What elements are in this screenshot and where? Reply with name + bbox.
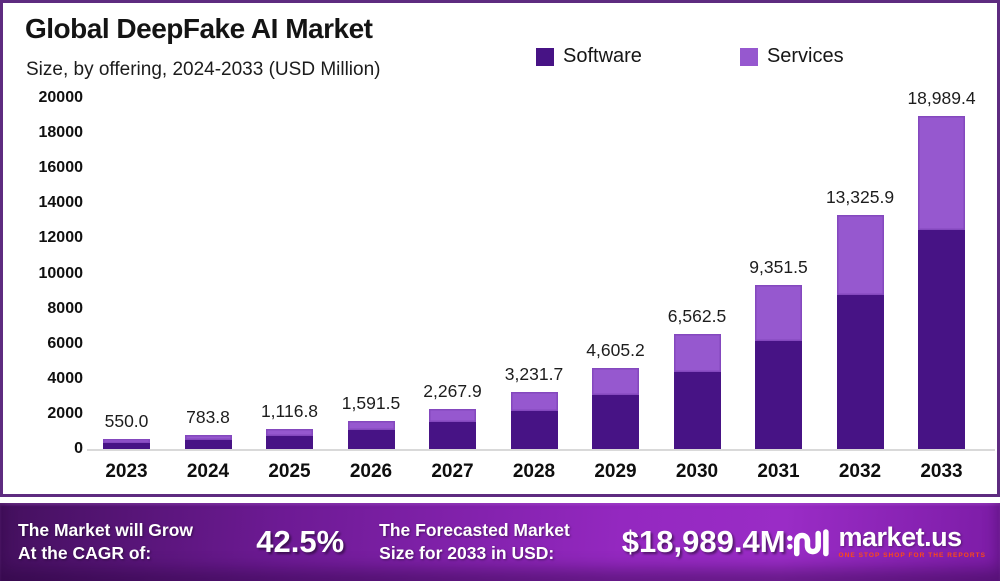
legend-item-software: Software	[536, 45, 642, 68]
bar-total-label-2023: 550.0	[104, 411, 149, 432]
x-tick-2029: 2029	[594, 461, 637, 482]
forecast-label: The Forecasted Market Size for 2033 in U…	[379, 519, 618, 565]
forecast-value: $18,989.4M	[621, 524, 786, 559]
bar-total-label-2033: 18,989.4	[907, 87, 976, 108]
bar-column-2028: 3,231.7	[505, 98, 563, 449]
logo-tagline: ONE STOP SHOP FOR THE REPORTS	[838, 552, 986, 560]
y-tick-2000: 2000	[47, 404, 83, 422]
bar-column-2029: 4,605.2	[586, 98, 645, 449]
bar-segment-software-2023	[103, 442, 150, 449]
y-tick-4000: 4000	[47, 369, 83, 387]
bar-total-label-2028: 3,231.7	[504, 364, 564, 385]
x-axis-line	[87, 449, 995, 451]
forecast-label-line2: Size for 2033 in USD:	[379, 543, 555, 563]
bar-total-label-2027: 2,267.9	[423, 381, 482, 402]
cagr-label: The Market will Grow At the CAGR of:	[18, 519, 233, 565]
legend-label-services: Services	[766, 45, 844, 67]
bar-segment-services-2027	[429, 409, 476, 423]
plot-area: 0 2000 4000 6000 8000 10000 12000 14000 16000 180…	[3, 3, 997, 494]
x-tick-2023: 2023	[105, 461, 148, 482]
bar-segment-services-2025	[266, 429, 313, 436]
bar-column-2030: 6,562.5	[668, 98, 726, 449]
bar-column-2025: 1,116.8	[261, 98, 318, 449]
market-us-logo-icon	[786, 529, 829, 557]
bar-segment-software-2025	[266, 435, 313, 449]
y-tick-8000: 8000	[47, 299, 83, 317]
bar-segment-software-2024	[184, 439, 232, 449]
legend-label-software: Software	[563, 45, 642, 67]
bar-total-label-2031: 9,351.5	[749, 256, 808, 277]
bar-column-2032: 13,325.9	[826, 98, 894, 449]
bar-total-label-2030: 6,562.5	[667, 305, 727, 326]
x-tick-2032: 2032	[838, 461, 882, 482]
cagr-label-line1: The Market will Grow	[18, 520, 194, 541]
x-axis-labels: 2023 2024 2025 2026 2027 2028 2029 2030 2031 2032…	[103, 461, 965, 483]
x-tick-2026: 2026	[349, 461, 393, 482]
y-tick-20000: 20000	[38, 89, 84, 106]
cagr-value: 42.5%	[256, 524, 345, 559]
bar-segment-services-2033	[918, 115, 965, 230]
bar-column-2033: 18,989.4	[907, 88, 976, 449]
legend-item-services: Services	[739, 45, 844, 68]
bar-segment-software-2028	[510, 410, 558, 449]
bar-segment-software-2030	[673, 372, 721, 449]
x-tick-2030: 2030	[675, 461, 719, 482]
bar-total-label-2032: 13,325.9	[825, 187, 895, 208]
bar-segment-services-2026	[347, 421, 395, 431]
x-tick-2024: 2024	[186, 461, 230, 482]
page-subtitle: Size, by offering, 2024-2033 (USD Millio…	[26, 59, 381, 80]
x-tick-2033: 2033	[920, 461, 963, 482]
bar-total-label-2029: 4,605.2	[586, 340, 645, 361]
bar-segment-software-2032	[836, 294, 884, 449]
bar-column-2031: 9,351.5	[749, 98, 808, 449]
bar-column-2027: 2,267.9	[423, 98, 482, 449]
y-tick-18000: 18000	[38, 124, 84, 142]
footer-banner: The Market will Grow At the CAGR of: 42.…	[0, 503, 1000, 581]
bar-segment-services-2028	[510, 392, 558, 411]
y-tick-12000: 12000	[38, 229, 84, 247]
chart-card: Global DeepFake AI Market Size, by offer…	[0, 0, 1000, 497]
bar-total-label-2026: 1,591.5	[341, 393, 401, 414]
bar-total-label-2024: 783.8	[186, 407, 230, 428]
page-title: Global DeepFake AI Market	[25, 13, 373, 44]
bar-segment-services-2029	[592, 368, 639, 395]
cagr-label-line2: At the CAGR of:	[18, 543, 152, 563]
bar-segment-software-2033	[918, 229, 965, 449]
bar-segment-software-2027	[429, 422, 476, 449]
services-swatch-icon	[739, 47, 758, 66]
market-us-logo: market.us ONE STOP SHOP FOR THE REPORTS	[786, 524, 986, 560]
bar-segment-software-2031	[755, 341, 802, 449]
bar-segment-services-2032	[836, 215, 884, 295]
software-swatch-icon	[536, 47, 554, 66]
y-tick-0: 0	[74, 440, 83, 457]
bar-segment-services-2024	[184, 435, 232, 440]
y-tick-14000: 14000	[38, 194, 84, 212]
bar-segment-software-2029	[592, 394, 639, 449]
x-tick-2031: 2031	[757, 461, 800, 482]
bars-container: 550.0 783.8 1,116.8 1,591.5 2,267.9 3,231.7 4,…	[103, 88, 976, 449]
bar-column-2026: 1,591.5	[342, 98, 400, 449]
logo-name: market.us	[838, 522, 963, 553]
market-us-logo-text: market.us ONE STOP SHOP FOR THE REPORTS	[839, 524, 986, 560]
bar-segment-services-2023	[103, 439, 150, 443]
bar-segment-software-2026	[347, 430, 395, 449]
x-tick-2025: 2025	[268, 461, 311, 482]
forecast-label-line1: The Forecasted Market	[379, 520, 570, 541]
bar-segment-services-2030	[673, 333, 721, 373]
x-tick-2027: 2027	[431, 461, 474, 482]
y-tick-16000: 16000	[38, 159, 84, 177]
y-tick-10000: 10000	[38, 264, 84, 282]
bar-segment-services-2031	[755, 284, 802, 342]
y-tick-6000: 6000	[47, 334, 83, 352]
legend: Software Services	[536, 45, 844, 68]
bar-total-label-2025: 1,116.8	[260, 401, 319, 422]
bar-column-2024: 783.8	[184, 98, 232, 449]
x-tick-2028: 2028	[512, 461, 556, 482]
bar-column-2023: 550.0	[103, 98, 150, 449]
